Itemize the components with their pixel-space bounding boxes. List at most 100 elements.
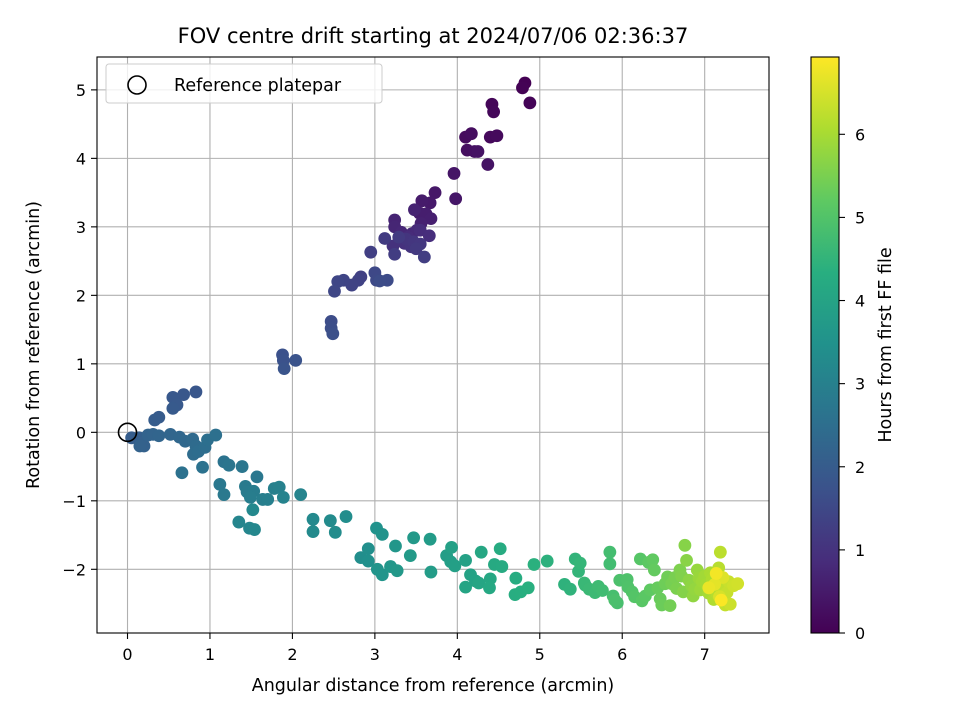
data-point <box>152 429 166 443</box>
data-point <box>424 212 438 226</box>
y-tick-label: 4 <box>76 149 86 168</box>
data-point <box>388 247 402 261</box>
legend-label: Reference platepar <box>174 76 342 96</box>
data-point <box>563 582 577 596</box>
data-point <box>509 571 523 585</box>
colorbar-tick-label: 2 <box>855 458 865 477</box>
data-point <box>232 515 246 529</box>
data-point <box>483 581 496 595</box>
data-point <box>177 388 190 402</box>
data-point <box>540 554 554 568</box>
data-point <box>375 527 389 541</box>
data-point <box>306 512 320 526</box>
data-point <box>248 523 261 536</box>
data-point <box>428 186 442 200</box>
data-point <box>449 192 463 206</box>
data-point <box>422 229 436 243</box>
data-point <box>424 565 438 579</box>
data-point <box>389 539 402 553</box>
colorbar: 0 1 2 3 4 5 6 Hours from first FF file <box>810 56 896 643</box>
y-tick-label: −2 <box>62 560 86 579</box>
x-axis-label: Angular distance from reference (arcmin) <box>252 676 615 696</box>
data-point <box>709 567 723 580</box>
data-point <box>603 557 617 571</box>
x-tick-label: 3 <box>370 645 380 664</box>
y-tick-label: −1 <box>62 492 86 511</box>
data-point <box>459 554 472 567</box>
data-point <box>516 81 529 95</box>
data-point <box>328 284 341 298</box>
data-point <box>250 470 264 484</box>
data-point <box>289 354 303 367</box>
data-point <box>326 327 340 341</box>
data-points <box>125 76 745 613</box>
data-point <box>373 274 387 288</box>
plot-frame <box>96 56 770 634</box>
data-point <box>702 581 716 595</box>
data-point <box>527 558 541 571</box>
data-point <box>663 599 677 613</box>
data-point <box>445 540 458 554</box>
y-tick-label: 0 <box>76 423 86 442</box>
data-point <box>680 554 693 567</box>
data-point <box>521 581 535 595</box>
data-point <box>392 230 406 244</box>
data-point <box>423 532 437 546</box>
data-point <box>323 514 337 528</box>
colorbar-tick-label: 0 <box>855 624 865 643</box>
colorbar-label: Hours from first FF file <box>876 247 896 442</box>
data-point <box>148 413 162 427</box>
y-tick-label: 1 <box>76 355 86 374</box>
x-tick-label: 5 <box>535 645 545 664</box>
legend-box <box>105 63 383 104</box>
colorbar-tick-label: 5 <box>855 208 865 227</box>
x-tick-label: 7 <box>700 645 710 664</box>
x-tick-label: 2 <box>287 645 297 664</box>
data-point <box>474 545 488 559</box>
data-point <box>646 553 660 567</box>
data-point <box>713 545 727 559</box>
data-point <box>464 127 478 141</box>
data-point <box>243 490 257 504</box>
data-point <box>361 542 375 556</box>
data-point <box>246 503 260 517</box>
data-point <box>339 510 353 523</box>
data-point <box>487 105 501 119</box>
colorbar-ticks: 0 1 2 3 4 5 6 <box>839 125 865 643</box>
data-point <box>731 577 745 591</box>
data-point <box>189 385 203 399</box>
colorbar-tick-label: 6 <box>855 125 865 144</box>
y-tick-label: 5 <box>76 81 86 100</box>
data-point <box>390 564 404 578</box>
colorbar-tick-label: 4 <box>855 292 865 311</box>
data-point <box>407 531 421 545</box>
colorbar-tick-label: 3 <box>855 375 865 394</box>
data-point <box>375 568 389 582</box>
data-point <box>678 538 692 552</box>
data-point <box>364 245 378 259</box>
data-point <box>378 232 392 245</box>
data-point <box>175 466 189 480</box>
y-tick-label: 3 <box>76 218 86 237</box>
data-point <box>459 580 472 594</box>
grid <box>97 57 769 633</box>
colorbar-frame <box>810 56 840 634</box>
chart-title: FOV centre drift starting at 2024/07/06 … <box>178 24 689 48</box>
legend: Reference platepar <box>105 63 383 104</box>
data-point <box>196 460 209 474</box>
x-tick-label: 6 <box>617 645 627 664</box>
data-point <box>647 563 661 577</box>
data-point <box>495 560 509 573</box>
data-point <box>472 576 486 590</box>
data-point <box>714 593 728 607</box>
colorbar-gradient <box>811 57 839 633</box>
data-point <box>272 480 286 494</box>
data-point <box>408 203 421 217</box>
data-point <box>277 362 291 376</box>
x-tick-label: 0 <box>122 645 132 664</box>
data-point <box>235 460 249 473</box>
data-point <box>596 584 609 597</box>
data-point <box>209 428 223 442</box>
y-axis-label: Rotation from reference (arcmin) <box>24 201 44 489</box>
